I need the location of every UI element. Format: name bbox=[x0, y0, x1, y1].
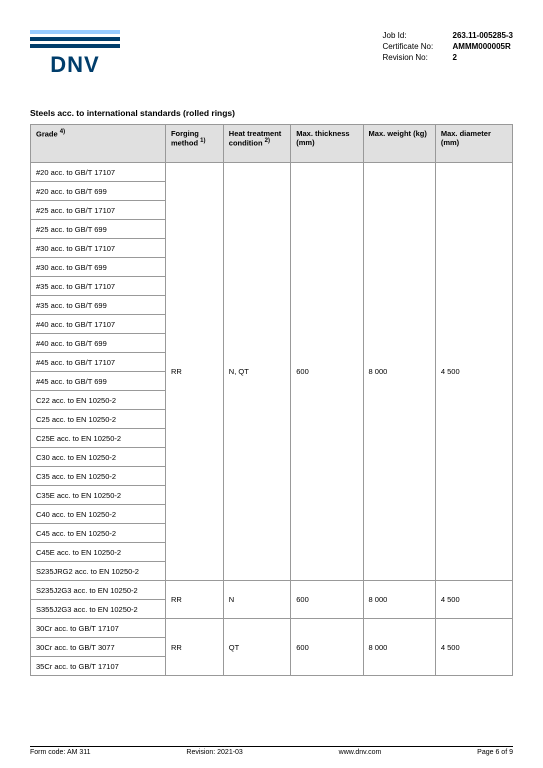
column-header: Max. thickness (mm) bbox=[291, 125, 363, 163]
meta-value: 2 bbox=[453, 52, 457, 63]
meta-value: AMMM000005R bbox=[453, 41, 511, 52]
header: DNV Job Id:263.11-005285-3Certificate No… bbox=[30, 30, 513, 78]
cell-grade: #45 acc. to GB/T 699 bbox=[31, 372, 166, 391]
cell-forging: RR bbox=[165, 163, 223, 581]
steel-table: Grade 4)Forging method 1)Heat treatment … bbox=[30, 124, 513, 676]
doc-meta: Job Id:263.11-005285-3Certificate No:AMM… bbox=[383, 30, 514, 78]
table-row: #20 acc. to GB/T 17107RRN, QT6008 0004 5… bbox=[31, 163, 513, 182]
cell-grade: S355J2G3 acc. to EN 10250-2 bbox=[31, 600, 166, 619]
logo-bar bbox=[30, 37, 120, 41]
logo-bars bbox=[30, 30, 120, 48]
footer-url: www.dnv.com bbox=[339, 749, 382, 756]
column-header: Max. diameter (mm) bbox=[435, 125, 512, 163]
meta-label: Certificate No: bbox=[383, 41, 453, 52]
logo-bar bbox=[30, 30, 120, 34]
meta-label: Job Id: bbox=[383, 30, 453, 41]
cell-weight: 8 000 bbox=[363, 163, 435, 581]
footer-form: Form code: AM 311 bbox=[30, 749, 91, 756]
cell-grade: C35 acc. to EN 10250-2 bbox=[31, 467, 166, 486]
meta-value: 263.11-005285-3 bbox=[453, 30, 514, 41]
cell-grade: S235J2G3 acc. to EN 10250-2 bbox=[31, 581, 166, 600]
cell-grade: C25 acc. to EN 10250-2 bbox=[31, 410, 166, 429]
logo-bar bbox=[30, 44, 120, 48]
section-title: Steels acc. to international standards (… bbox=[30, 108, 513, 118]
cell-thickness: 600 bbox=[291, 619, 363, 676]
cell-grade: #25 acc. to GB/T 699 bbox=[31, 220, 166, 239]
cell-grade: #40 acc. to GB/T 17107 bbox=[31, 315, 166, 334]
cell-grade: #20 acc. to GB/T 17107 bbox=[31, 163, 166, 182]
cell-heat: N, QT bbox=[223, 163, 290, 581]
cell-grade: #40 acc. to GB/T 699 bbox=[31, 334, 166, 353]
column-header: Grade 4) bbox=[31, 125, 166, 163]
cell-grade: #45 acc. to GB/T 17107 bbox=[31, 353, 166, 372]
cell-grade: #20 acc. to GB/T 699 bbox=[31, 182, 166, 201]
cell-grade: C45 acc. to EN 10250-2 bbox=[31, 524, 166, 543]
logo-text: DNV bbox=[30, 52, 120, 78]
cell-forging: RR bbox=[165, 581, 223, 619]
table-row: S235J2G3 acc. to EN 10250-2RRN6008 0004 … bbox=[31, 581, 513, 600]
cell-forging: RR bbox=[165, 619, 223, 676]
footer: Form code: AM 311 Revision: 2021-03 www.… bbox=[30, 746, 513, 756]
logo: DNV bbox=[30, 30, 120, 78]
cell-grade: #35 acc. to GB/T 17107 bbox=[31, 277, 166, 296]
cell-weight: 8 000 bbox=[363, 581, 435, 619]
cell-grade: C22 acc. to EN 10250-2 bbox=[31, 391, 166, 410]
column-header: Max. weight (kg) bbox=[363, 125, 435, 163]
column-header: Heat treatment condition 2) bbox=[223, 125, 290, 163]
cell-grade: #35 acc. to GB/T 699 bbox=[31, 296, 166, 315]
cell-thickness: 600 bbox=[291, 581, 363, 619]
cell-grade: 35Cr acc. to GB/T 17107 bbox=[31, 657, 166, 676]
cell-grade: #25 acc. to GB/T 17107 bbox=[31, 201, 166, 220]
cell-grade: C40 acc. to EN 10250-2 bbox=[31, 505, 166, 524]
cell-grade: C45E acc. to EN 10250-2 bbox=[31, 543, 166, 562]
cell-grade: C35E acc. to EN 10250-2 bbox=[31, 486, 166, 505]
meta-row: Revision No:2 bbox=[383, 52, 514, 63]
footer-revision: Revision: 2021-03 bbox=[186, 749, 242, 756]
cell-grade: #30 acc. to GB/T 699 bbox=[31, 258, 166, 277]
cell-weight: 8 000 bbox=[363, 619, 435, 676]
cell-heat: N bbox=[223, 581, 290, 619]
cell-diameter: 4 500 bbox=[435, 163, 512, 581]
cell-grade: S235JRG2 acc. to EN 10250-2 bbox=[31, 562, 166, 581]
cell-grade: 30Cr acc. to GB/T 3077 bbox=[31, 638, 166, 657]
cell-grade: #30 acc. to GB/T 17107 bbox=[31, 239, 166, 258]
cell-grade: C30 acc. to EN 10250-2 bbox=[31, 448, 166, 467]
cell-grade: 30Cr acc. to GB/T 17107 bbox=[31, 619, 166, 638]
meta-label: Revision No: bbox=[383, 52, 453, 63]
cell-diameter: 4 500 bbox=[435, 619, 512, 676]
table-row: 30Cr acc. to GB/T 17107RRQT6008 0004 500 bbox=[31, 619, 513, 638]
column-header: Forging method 1) bbox=[165, 125, 223, 163]
cell-heat: QT bbox=[223, 619, 290, 676]
cell-grade: C25E acc. to EN 10250-2 bbox=[31, 429, 166, 448]
cell-diameter: 4 500 bbox=[435, 581, 512, 619]
footer-page: Page 6 of 9 bbox=[477, 749, 513, 756]
cell-thickness: 600 bbox=[291, 163, 363, 581]
meta-row: Job Id:263.11-005285-3 bbox=[383, 30, 514, 41]
meta-row: Certificate No:AMMM000005R bbox=[383, 41, 514, 52]
